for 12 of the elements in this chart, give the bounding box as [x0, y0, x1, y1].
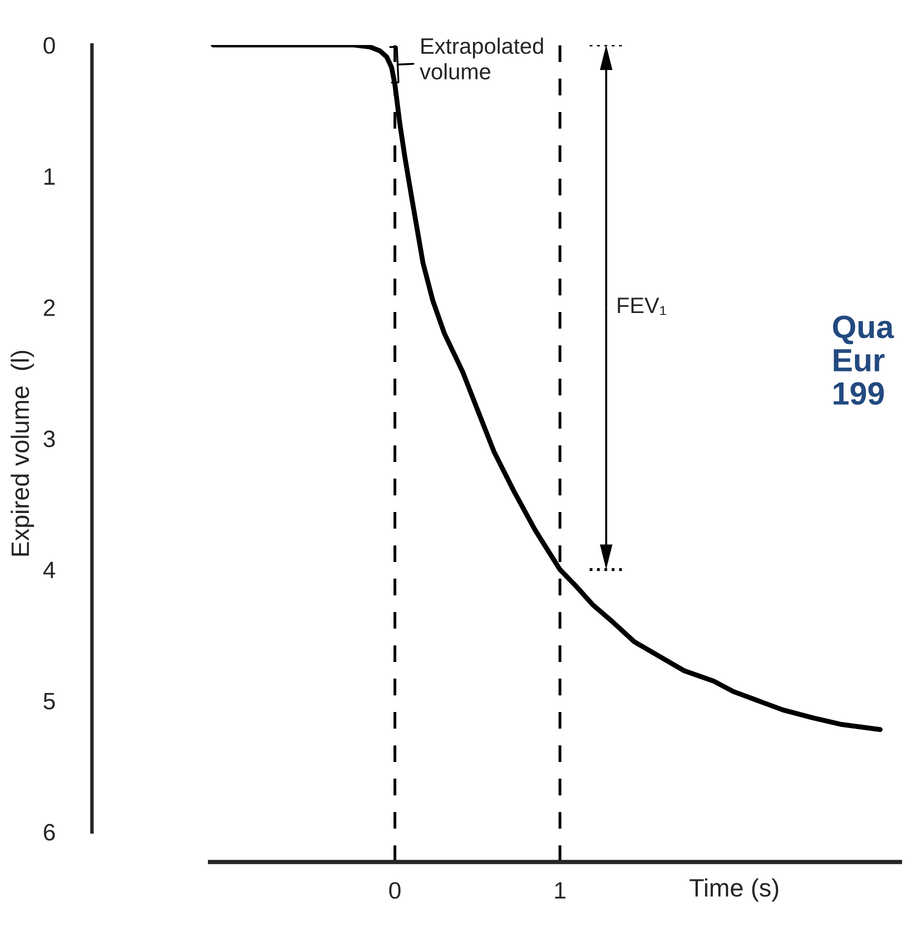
y-axis-title: Expired volume (l) [10, 350, 34, 556]
y-tick-label: 2 [44, 299, 55, 316]
x-axis-title: Time (s) [690, 878, 778, 902]
annotation: FEV₁ [618, 298, 666, 315]
annotation: Extrapolated volume [420, 38, 543, 80]
y-tick-label: 4 [43, 562, 56, 578]
y-tick-label: 6 [44, 824, 55, 841]
y-tick-label: 1 [44, 168, 55, 185]
annotation: Qua Eur 199 [833, 316, 894, 405]
y-tick-label: 0 [44, 37, 55, 54]
y-tick-label: 5 [44, 693, 55, 710]
y-tick-label: 3 [44, 430, 55, 448]
